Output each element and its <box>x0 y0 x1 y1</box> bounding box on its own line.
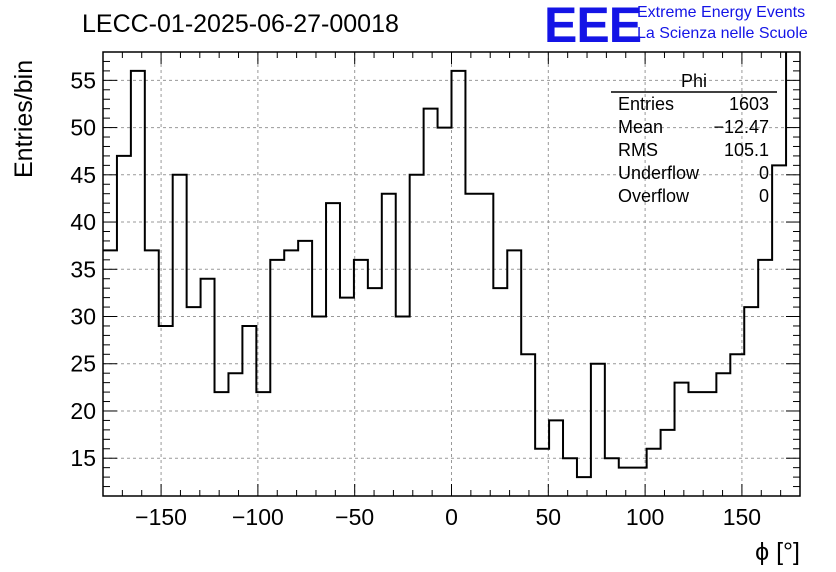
stats-value: −12.47 <box>713 117 769 137</box>
stats-label: Mean <box>618 117 663 137</box>
histogram-line <box>103 52 788 479</box>
x-tick-label: −100 <box>232 504 284 530</box>
y-axis-title: Entries/bin <box>10 60 38 178</box>
y-tick-label: 40 <box>70 209 96 235</box>
logo-line-1: Extreme Energy Events <box>637 4 806 21</box>
stats-value: 0 <box>759 163 769 183</box>
y-tick-label: 35 <box>70 256 96 282</box>
y-tick-label: 30 <box>70 304 96 330</box>
stats-value: 105.1 <box>724 140 769 160</box>
x-tick-label: −150 <box>135 504 187 530</box>
y-tick-label: 45 <box>70 162 96 188</box>
stats-label: Underflow <box>618 163 700 183</box>
x-tick-label: 150 <box>723 504 761 530</box>
x-tick-label: −50 <box>335 504 374 530</box>
x-tick-label: 50 <box>536 504 562 530</box>
stats-value: 1603 <box>729 94 769 114</box>
y-tick-label: 55 <box>70 67 96 93</box>
x-tick-label: 100 <box>626 504 664 530</box>
stats-label: Overflow <box>618 186 690 206</box>
y-tick-label: 25 <box>70 351 96 377</box>
x-tick-labels: −150 −100 −50 0 50 100 150 <box>135 504 761 530</box>
stats-value: 0 <box>759 186 769 206</box>
x-tick-label: 0 <box>445 504 458 530</box>
eee-logo: EEE <box>544 0 642 53</box>
stats-label: RMS <box>618 140 658 160</box>
stats-box: Phi Entries 1603 Mean −12.47 RMS 105.1 Underflo… <box>611 71 777 206</box>
stats-box-title: Phi <box>681 71 707 91</box>
y-tick-label: 20 <box>70 398 96 424</box>
x-axis-title: ϕ [°] <box>755 538 800 566</box>
chart-title: LECC-01-2025-06-27-00018 <box>82 10 399 38</box>
y-tick-label: 15 <box>70 445 96 471</box>
stats-label: Entries <box>618 94 674 114</box>
y-tick-label: 50 <box>70 115 96 141</box>
y-tick-labels: 15 20 25 30 35 40 45 50 55 <box>70 67 96 471</box>
axis-ticks <box>102 51 801 496</box>
logo-line-2: La Scienza nelle Scuole <box>637 25 808 42</box>
